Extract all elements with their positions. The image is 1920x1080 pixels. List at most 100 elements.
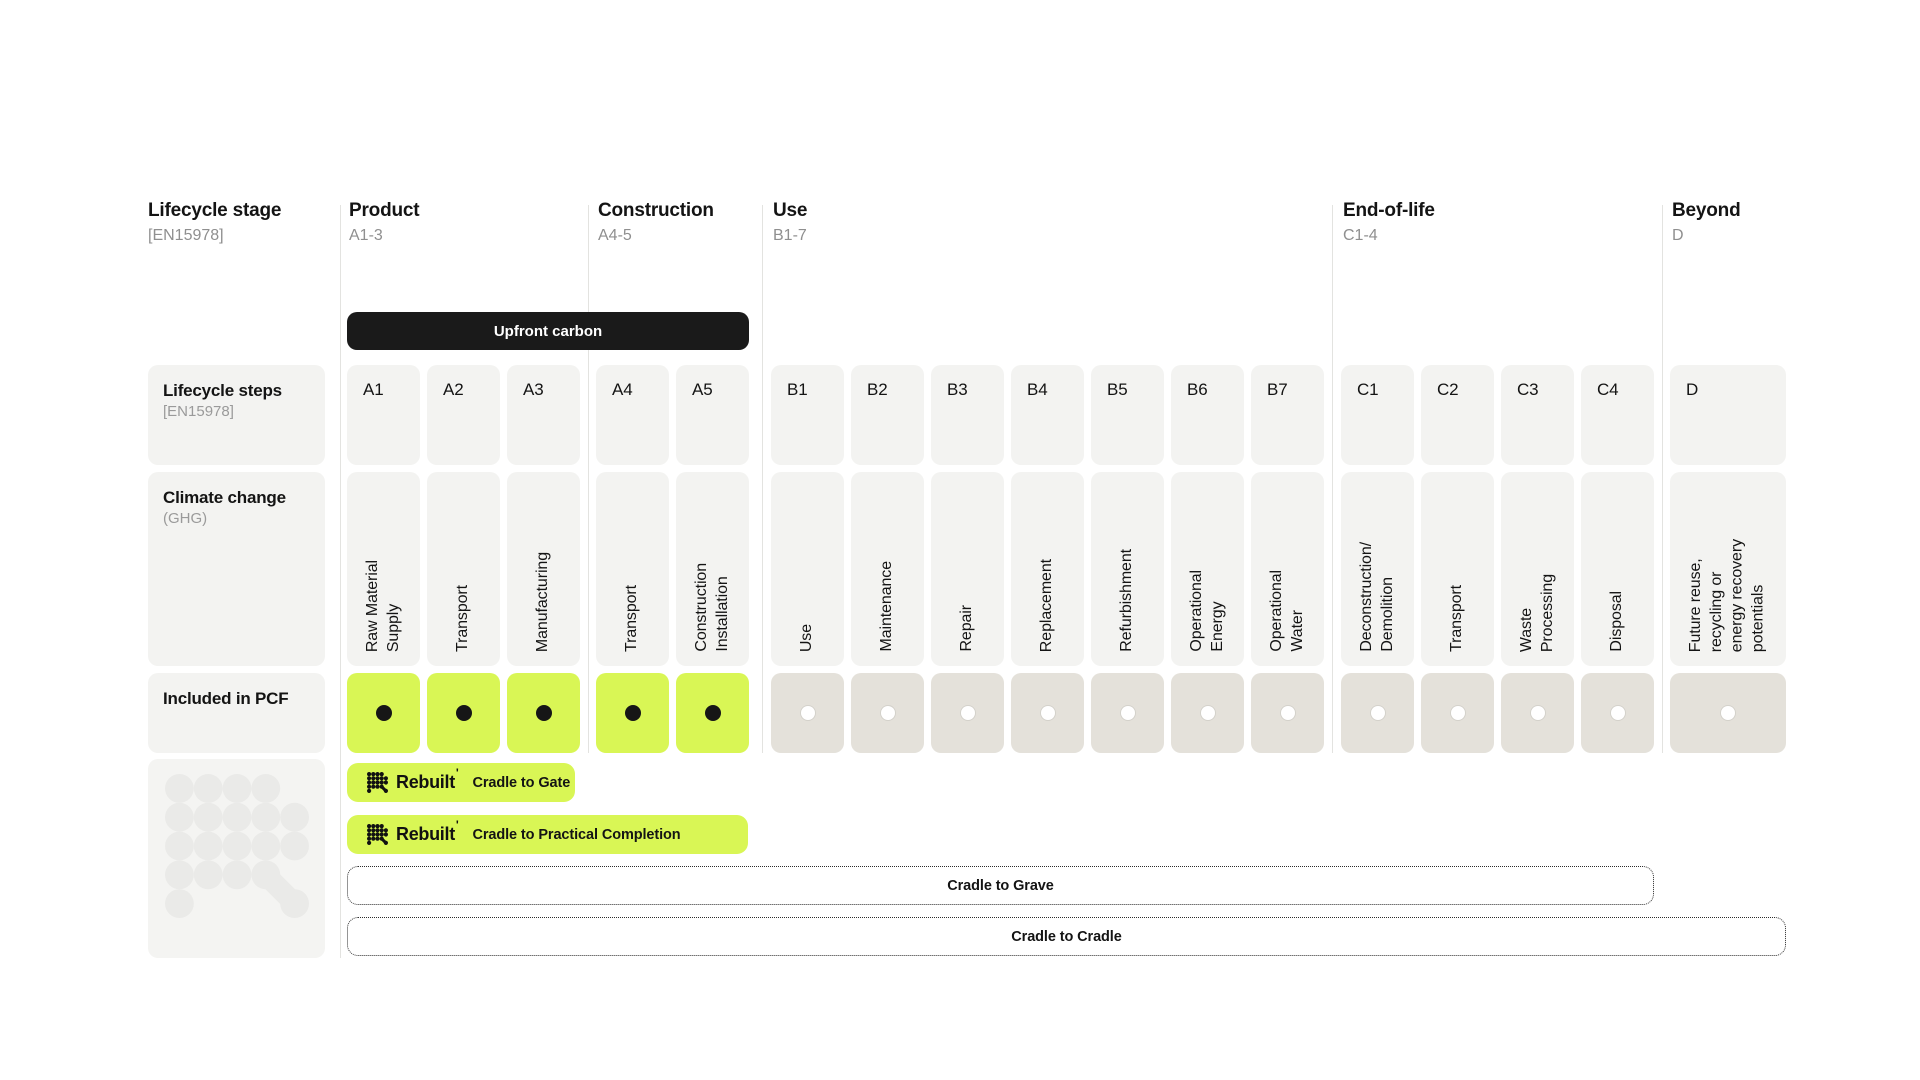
section-title: Construction (598, 200, 714, 221)
activity-cell-a1: Raw Material Supply (347, 472, 420, 666)
legend-cradle-to-cradle: Cradle to Cradle (347, 917, 1786, 956)
section-title: End-of-life (1343, 200, 1435, 221)
lifecycle-column-a4: A4 Transport (596, 365, 669, 753)
included-dot-icon (535, 705, 552, 721)
lifecycle-column-b5: B5 Refurbishment (1091, 365, 1164, 753)
legend-cradle-to-practical-completion: Rebuilt' Cradle to Practical Completion (347, 815, 748, 854)
step-cell-a5: A5 (676, 365, 749, 465)
activity-cell-a3: Manufacturing (507, 472, 580, 666)
section-columns: A4 Transport A5 Construction Installation (596, 365, 749, 753)
section-header: End-of-life C1-4 (1341, 200, 1654, 365)
step-cell-b4: B4 (1011, 365, 1084, 465)
step-cell-c4: C4 (1581, 365, 1654, 465)
section-end-of-life: End-of-life C1-4 C1 Deconstruction/ Demolit… (1341, 200, 1654, 753)
lifecycle-column-b6: B6 Operational Energy (1171, 365, 1244, 753)
activity-cell-b7: Operational Water (1251, 472, 1324, 666)
lifecycle-column-b7: B7 Operational Water (1251, 365, 1324, 753)
included-dot-icon (455, 705, 472, 721)
activity-cell-a2: Transport (427, 472, 500, 666)
steps-title: Lifecycle steps (163, 381, 282, 400)
section-beyond: Beyond D D Future reuse, recycling or energ… (1670, 200, 1786, 753)
activity-label: Transport (1448, 585, 1466, 652)
section-columns: B1 Use B2 Maintenance B3 Repair B4 Replacement B… (771, 365, 1324, 753)
impact-code: (GHG) (163, 510, 208, 528)
pcf-cell-b2 (851, 673, 924, 753)
lifecycle-column-a2: A2 Transport (427, 365, 500, 753)
step-cell-a2: A2 (427, 365, 500, 465)
section-header: Use B1-7 (771, 200, 1324, 365)
section-header: Beyond D (1670, 200, 1786, 365)
section-columns: C1 Deconstruction/ Demolition C2 Transport C… (1341, 365, 1654, 753)
step-cell-b1: B1 (771, 365, 844, 465)
divider-product-construction (588, 205, 589, 753)
activity-label: Maintenance (878, 561, 896, 652)
excluded-dot-icon (960, 706, 975, 720)
excluded-dot-icon (1200, 706, 1215, 720)
activity-label: Transport (454, 585, 472, 652)
pcf-cell-c3 (1501, 673, 1574, 753)
pcf-cell-b7 (1251, 673, 1324, 753)
step-cell-b5: B5 (1091, 365, 1164, 465)
excluded-dot-icon (880, 706, 895, 720)
pcf-cell-b6 (1171, 673, 1244, 753)
rebuilt-logo-icon (367, 772, 388, 793)
step-cell-c3: C3 (1501, 365, 1574, 465)
section-code: C1-4 (1343, 226, 1378, 244)
activity-cell-b4: Replacement (1011, 472, 1084, 666)
excluded-dot-icon (1450, 706, 1465, 720)
pcf-cell-d (1670, 673, 1786, 753)
pcf-cell-c2 (1421, 673, 1494, 753)
legend-label: Cradle to Cradle (1011, 928, 1122, 945)
activity-label: Disposal (1608, 591, 1626, 652)
pcf-cell-a4 (596, 673, 669, 753)
activity-cell-a5: Construction Installation (676, 472, 749, 666)
step-cell-c2: C2 (1421, 365, 1494, 465)
step-cell-b7: B7 (1251, 365, 1324, 465)
row-label-stage: Lifecycle stage [EN15978] (148, 200, 325, 365)
step-cell-d: D (1670, 365, 1786, 465)
stage-title: Lifecycle stage (148, 200, 282, 221)
rebuilt-brand-lockup: Rebuilt' (367, 818, 459, 845)
activity-cell-c1: Deconstruction/ Demolition (1341, 472, 1414, 666)
section-header: Construction A4-5 (596, 200, 749, 365)
pcf-title: Included in PCF (163, 689, 289, 708)
step-cell-b3: B3 (931, 365, 1004, 465)
lifecycle-column-b2: B2 Maintenance (851, 365, 924, 753)
excluded-dot-icon (1280, 706, 1295, 720)
activity-label: Use (798, 623, 816, 652)
activity-label: Raw Material Supply (363, 559, 402, 652)
pcf-cell-b5 (1091, 673, 1164, 753)
upfront-carbon-banner: Upfront carbon (347, 312, 749, 350)
pcf-cell-b3 (931, 673, 1004, 753)
section-code: B1-7 (773, 226, 807, 244)
activity-cell-c3: Waste Processing (1501, 472, 1574, 666)
lifecycle-column-a5: A5 Construction Installation (676, 365, 749, 753)
decorative-brand-cell (148, 759, 325, 958)
steps-code: [EN15978] (163, 403, 234, 421)
pcf-cell-a5 (676, 673, 749, 753)
lifecycle-column-c2: C2 Transport (1421, 365, 1494, 753)
lifecycle-column-c4: C4 Disposal (1581, 365, 1654, 753)
step-cell-a4: A4 (596, 365, 669, 465)
legend-label: Cradle to Practical Completion (472, 826, 681, 843)
step-cell-b2: B2 (851, 365, 924, 465)
step-cell-c1: C1 (1341, 365, 1414, 465)
pcf-cell-c1 (1341, 673, 1414, 753)
lifecycle-column-b3: B3 Repair (931, 365, 1004, 753)
activity-label: Waste Processing (1517, 573, 1556, 652)
upfront-carbon-label: Upfront carbon (493, 322, 603, 340)
section-construction: Construction A4-5 A4 Transport A5 Constructio… (596, 200, 749, 753)
section-title: Beyond (1672, 200, 1741, 221)
divider-use-endoflife (1332, 205, 1333, 753)
pcf-cell-b1 (771, 673, 844, 753)
lifecycle-column-b4: B4 Replacement (1011, 365, 1084, 753)
activity-label: Repair (958, 605, 976, 652)
excluded-dot-icon (1120, 706, 1135, 720)
excluded-dot-icon (1610, 706, 1625, 720)
divider-label-product (340, 205, 341, 958)
activity-cell-b1: Use (771, 472, 844, 666)
lifecycle-column-c3: C3 Waste Processing (1501, 365, 1574, 753)
rebuilt-wordmark: Rebuilt' (396, 818, 459, 844)
included-dot-icon (624, 705, 641, 721)
